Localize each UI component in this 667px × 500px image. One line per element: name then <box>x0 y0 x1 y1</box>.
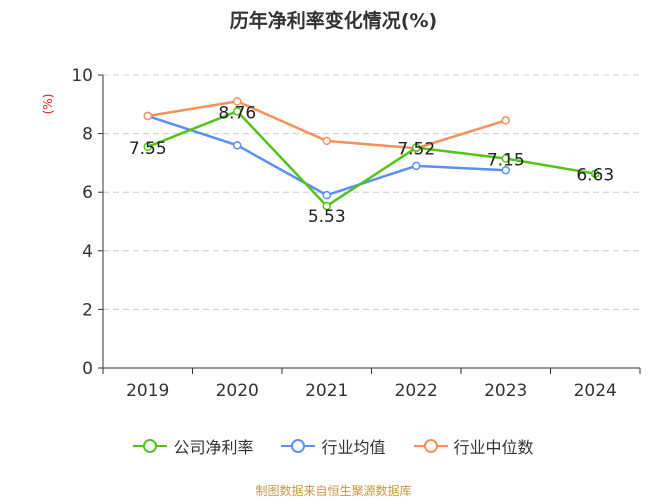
y-tick-label: 4 <box>82 242 93 262</box>
legend-item: 行业中位数 <box>413 434 534 458</box>
data-point <box>233 97 242 106</box>
legend-label: 行业均值 <box>321 438 386 457</box>
data-label: 7.15 <box>487 151 525 171</box>
y-axis-unit-label: (%) <box>41 94 55 115</box>
data-point <box>412 161 421 171</box>
legend-line-icon <box>413 439 448 453</box>
data-point <box>501 165 510 175</box>
y-tick-label: 0 <box>82 359 93 379</box>
data-point <box>322 201 331 211</box>
data-point <box>233 107 242 116</box>
data-point <box>233 141 242 150</box>
data-point <box>322 190 331 200</box>
axes: 0 2 4 6 8 10 2019 2020 2021 2022 2023 2024 <box>71 66 641 401</box>
x-tick-label: 2019 <box>126 381 169 401</box>
data-point <box>591 169 600 178</box>
data-labels: 7.55 8.76 5.53 7.52 7.15 6.63 <box>129 103 614 227</box>
legend-label: 行业中位数 <box>453 438 534 457</box>
x-tick-label: 2023 <box>484 381 527 401</box>
data-label: 7.52 <box>397 140 435 160</box>
data-label: 6.63 <box>576 166 614 186</box>
y-tick-label: 6 <box>82 183 93 203</box>
x-tick-label: 2024 <box>574 381 617 401</box>
series-lines <box>143 97 600 211</box>
y-tick-label: 8 <box>82 125 93 145</box>
data-label: 5.53 <box>308 207 346 227</box>
legend-item: 公司净利率 <box>133 434 253 458</box>
legend-line-icon <box>133 439 168 453</box>
line-chart: 0 2 4 6 8 10 2019 2020 2021 2022 2023 2024 7.55 8.76… <box>41 66 641 401</box>
series-line <box>147 114 506 197</box>
legend-line-icon <box>281 439 316 453</box>
legend-item: 行业均值 <box>281 434 386 458</box>
y-tick-label: 2 <box>82 300 93 320</box>
data-point <box>322 136 331 146</box>
data-source-note: 制图数据来自恒生聚源数据库 <box>255 484 412 498</box>
data-point <box>143 111 152 121</box>
data-point <box>143 142 152 152</box>
chart-title: 历年净利率变化情况(%) <box>229 10 438 32</box>
x-tick-label: 2021 <box>305 381 348 401</box>
legend-label: 公司净利率 <box>173 438 254 457</box>
legend: 公司净利率 行业均值 行业中位数 <box>0 434 667 458</box>
data-point <box>412 143 421 152</box>
x-tick-label: 2020 <box>216 381 259 401</box>
data-point <box>501 154 510 163</box>
series-line <box>147 110 596 208</box>
data-label: 8.76 <box>218 103 256 123</box>
y-tick-label: 10 <box>71 66 93 86</box>
data-label: 7.55 <box>129 139 167 159</box>
x-tick-label: 2022 <box>395 381 438 401</box>
data-point <box>501 116 510 125</box>
